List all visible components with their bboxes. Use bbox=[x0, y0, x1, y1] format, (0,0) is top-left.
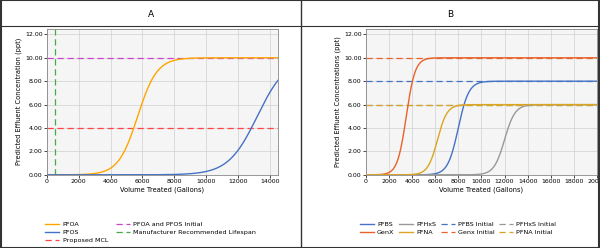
Y-axis label: Predicted Effluent Concentration (ppt): Predicted Effluent Concentration (ppt) bbox=[16, 38, 22, 165]
Text: A: A bbox=[148, 10, 154, 19]
X-axis label: Volume Treated (Gallons): Volume Treated (Gallons) bbox=[121, 187, 205, 193]
Legend: PFBS, GenX, PFHxS, PFNA, PFBS Initial, Genx Initial, PFHxS Initial, PFNA Initial: PFBS, GenX, PFHxS, PFNA, PFBS Initial, G… bbox=[360, 222, 556, 235]
Y-axis label: Predicted Effluent Concentrations (ppt): Predicted Effluent Concentrations (ppt) bbox=[335, 36, 341, 167]
X-axis label: Volume Treated (Gallons): Volume Treated (Gallons) bbox=[439, 187, 523, 193]
Text: B: B bbox=[447, 10, 453, 19]
Legend: PFOA, PFOS, Proposed MCL, PFOA and PFOS Initial, Manufacturer Recommended Lifesp: PFOA, PFOS, Proposed MCL, PFOA and PFOS … bbox=[46, 222, 256, 244]
